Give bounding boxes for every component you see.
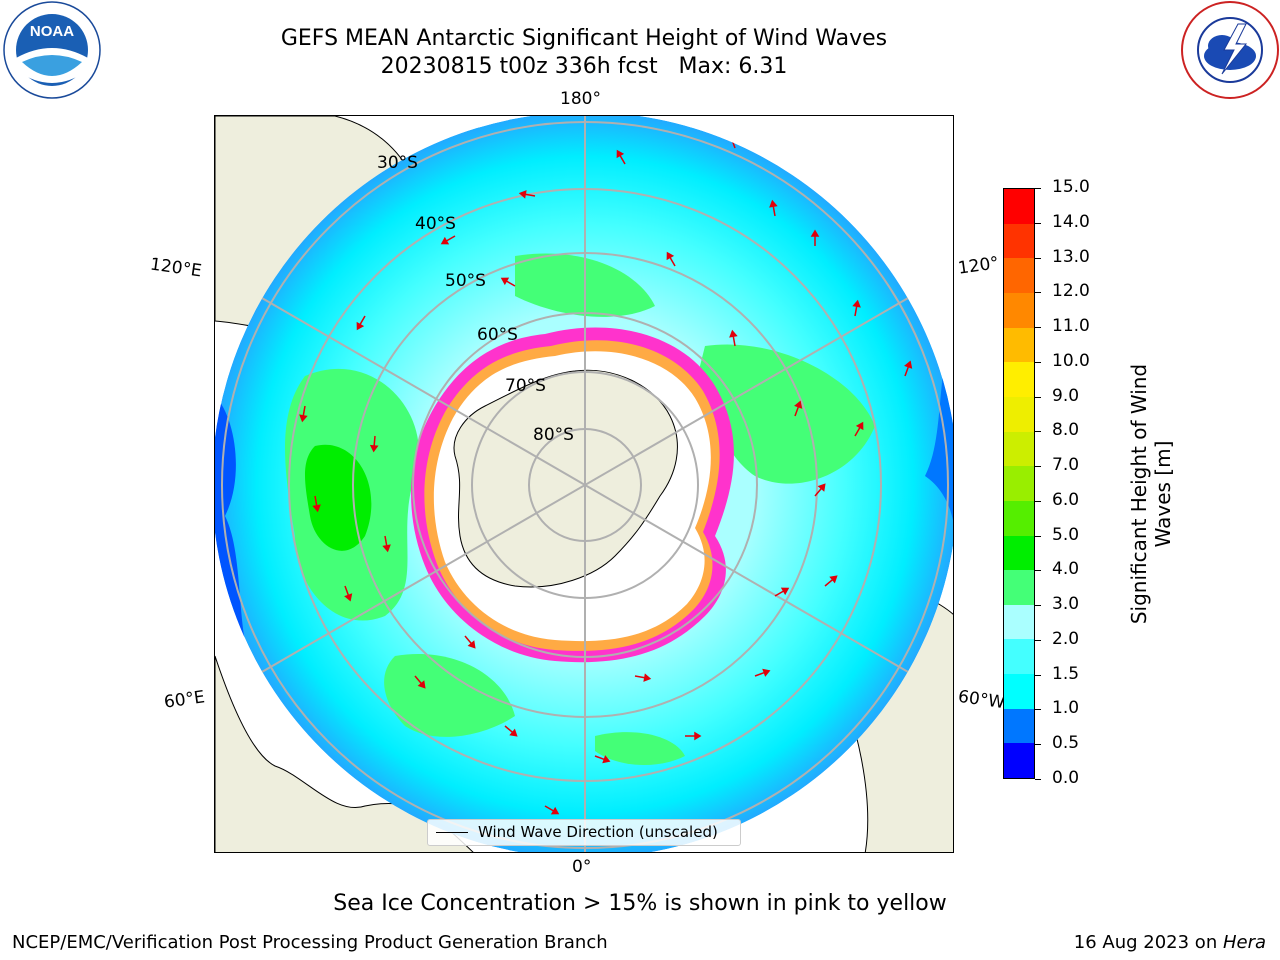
- lat-label-50s: 50°S: [445, 271, 486, 291]
- colorbar-tick-mark: [1035, 327, 1041, 329]
- colorbar-tick-mark: [1035, 466, 1041, 468]
- colorbar-tick-label: 1.0: [1052, 698, 1080, 719]
- noaa-logo-text: NOAA: [30, 23, 74, 40]
- colorbar-tick-mark: [1035, 396, 1041, 398]
- colorbar-tick-label: 0.5: [1052, 733, 1080, 754]
- colorbar-tick-mark: [1035, 779, 1041, 780]
- colorbar-tick-label: 11.0: [1052, 316, 1090, 337]
- colorbar-tick-mark: [1035, 500, 1041, 502]
- colorbar-tick-label: 6.0: [1052, 489, 1080, 510]
- noaa-logo: NOAA: [2, 0, 102, 100]
- lon-label-60e: 60°E: [162, 687, 207, 713]
- colorbar-segment: [1004, 639, 1034, 675]
- colorbar-tick-label: 10.0: [1052, 350, 1090, 371]
- colorbar-segment: [1004, 362, 1034, 397]
- colorbar-tick-label: 15.0: [1052, 177, 1090, 197]
- lon-label-0: 0°: [572, 857, 592, 877]
- colorbar-segment: [1004, 604, 1034, 640]
- colorbar-segment: [1004, 570, 1034, 605]
- colorbar-segment: [1004, 708, 1034, 744]
- colorbar-tick-label: 4.0: [1052, 559, 1080, 580]
- colorbar-tick-label: 5.0: [1052, 524, 1080, 545]
- colorbar-tick-mark: [1035, 188, 1041, 189]
- nws-logo: [1180, 0, 1280, 100]
- colorbar-tick-label: 13.0: [1052, 246, 1090, 267]
- colorbar-label: Significant Height of Wind Waves [m]: [1127, 363, 1175, 625]
- colorbar-tick-mark: [1035, 222, 1041, 224]
- polar-map: [215, 116, 953, 852]
- lat-label-40s: 40°S: [415, 214, 456, 234]
- colorbar-segment: [1004, 431, 1034, 467]
- colorbar-segment: [1004, 293, 1034, 328]
- colorbar-segment: [1004, 258, 1034, 294]
- chart-subtitle: 20230815 t00z 336h fcst Max: 6.31: [380, 54, 788, 79]
- colorbar-tick-label: 2.0: [1052, 628, 1080, 649]
- lat-label-30s: 30°S: [377, 153, 418, 173]
- colorbar-tick-mark: [1035, 605, 1041, 607]
- colorbar-tick-mark: [1035, 257, 1041, 259]
- footer-left: NCEP/EMC/Verification Post Processing Pr…: [12, 932, 608, 953]
- colorbar-tick-label: 12.0: [1052, 281, 1090, 302]
- colorbar-tick-label: 1.5: [1052, 663, 1080, 684]
- colorbar-tick-mark: [1035, 431, 1041, 433]
- colorbar-segment: [1004, 223, 1034, 259]
- colorbar-tick-label: 9.0: [1052, 385, 1080, 406]
- sea-ice-note: Sea Ice Concentration > 15% is shown in …: [333, 891, 947, 916]
- map-panel: 30°S 40°S 50°S 60°S 70°S 80°S Wind Wave …: [214, 115, 954, 853]
- colorbar-tick-mark: [1035, 570, 1041, 572]
- colorbar-tick-mark: [1035, 744, 1041, 746]
- colorbar-segment: [1004, 500, 1034, 536]
- colorbar-segment: [1004, 189, 1034, 224]
- colorbar-tick-mark: [1035, 361, 1041, 363]
- colorbar-segment: [1004, 535, 1034, 571]
- colorbar-segment: [1004, 674, 1034, 709]
- colorbar-tick-label: 0.0: [1052, 768, 1080, 788]
- colorbar-tick-label: 8.0: [1052, 420, 1080, 441]
- colorbar-segment: [1004, 743, 1034, 778]
- colorbar-segment: [1004, 327, 1034, 363]
- lat-label-80s: 80°S: [533, 425, 574, 445]
- lon-label-120w: 120°: [956, 253, 1001, 279]
- colorbar-tick-mark: [1035, 639, 1041, 641]
- lon-label-180: 180°: [560, 89, 601, 109]
- lon-label-120e: 120°E: [148, 254, 203, 282]
- legend-line-icon: [436, 832, 468, 833]
- colorbar-tick-label: 3.0: [1052, 594, 1080, 615]
- colorbar-tick-mark: [1035, 674, 1041, 676]
- lat-label-70s: 70°S: [505, 376, 546, 396]
- chart-title: GEFS MEAN Antarctic Significant Height o…: [280, 26, 888, 51]
- lat-label-60s: 60°S: [477, 325, 518, 345]
- colorbar-tick-label: 7.0: [1052, 455, 1080, 476]
- footer-machine: Hera: [1222, 932, 1266, 953]
- colorbar-segment: [1004, 396, 1034, 432]
- lon-label-60w: 60°W: [956, 686, 1007, 714]
- colorbar-segment: [1004, 466, 1034, 501]
- colorbar: [1003, 188, 1035, 779]
- colorbar-tick-mark: [1035, 535, 1041, 537]
- footer-date: 16 Aug 2023 on: [1073, 932, 1223, 953]
- colorbar-tick-mark: [1035, 709, 1041, 711]
- legend-label: Wind Wave Direction (unscaled): [478, 823, 718, 841]
- colorbar-tick-mark: [1035, 292, 1041, 294]
- map-legend: Wind Wave Direction (unscaled): [427, 819, 741, 846]
- colorbar-tick-label: 14.0: [1052, 211, 1090, 232]
- footer-right: 16 Aug 2023 on Hera: [1074, 932, 1266, 953]
